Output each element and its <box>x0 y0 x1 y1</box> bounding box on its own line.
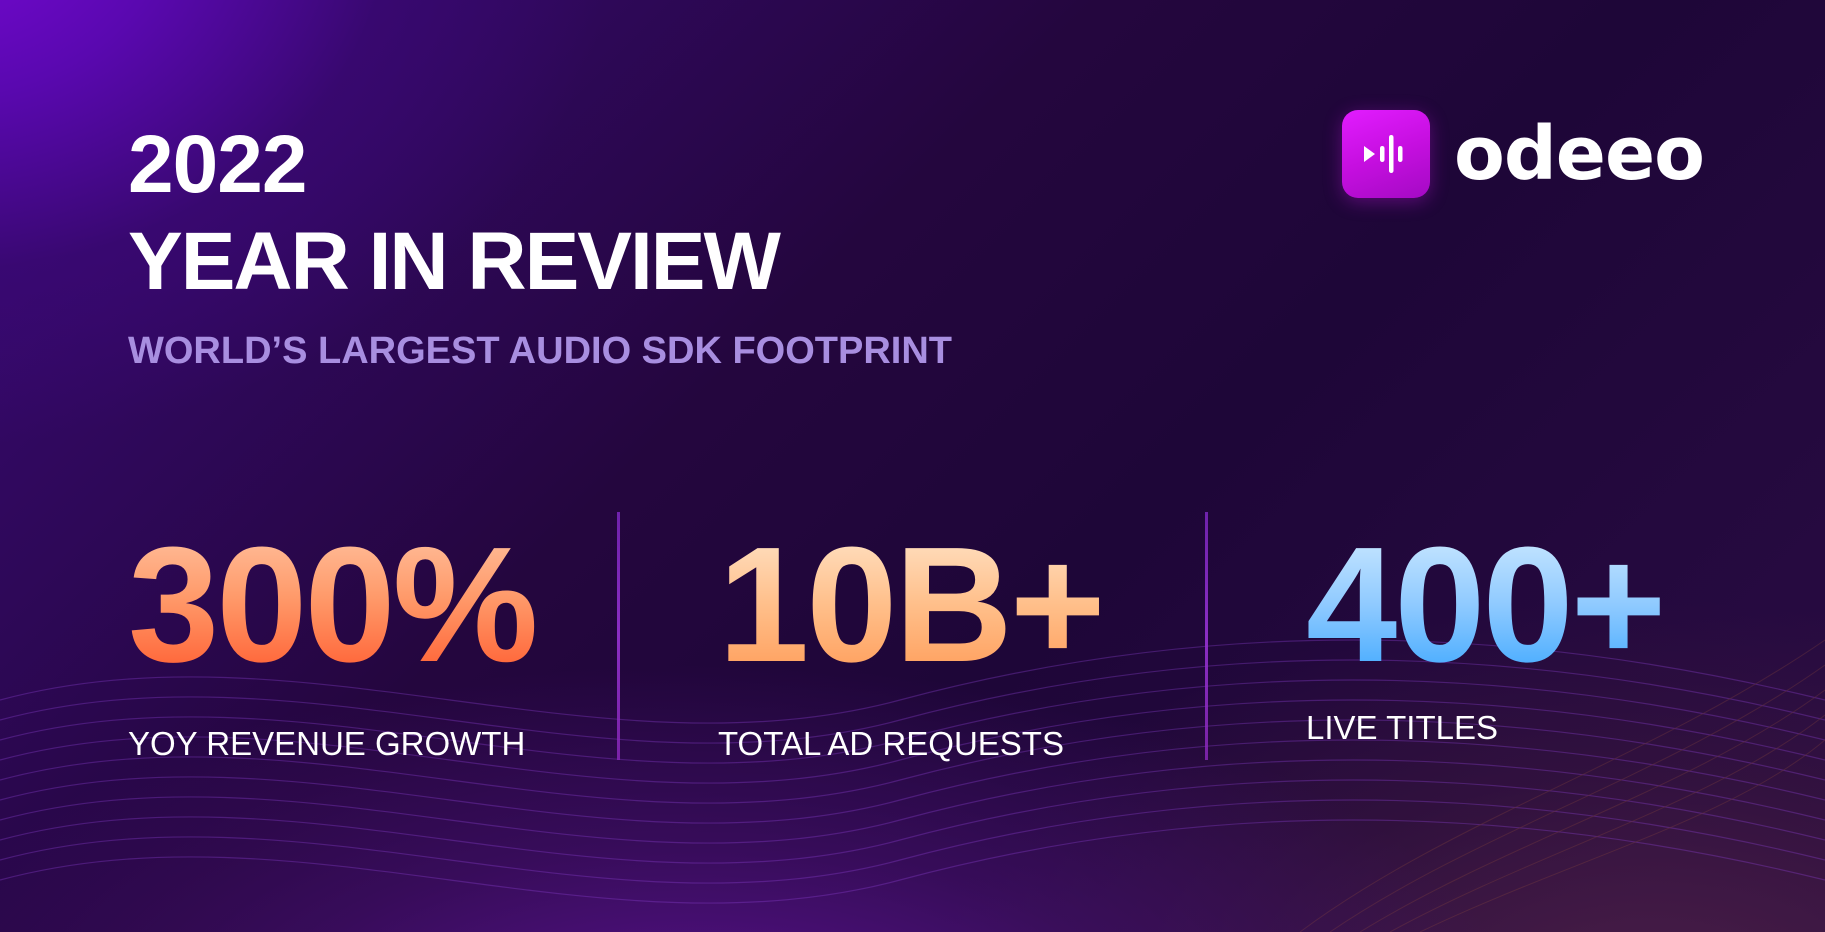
stat-divider <box>1205 512 1208 760</box>
logo-wordmark: odeeo <box>1454 111 1705 197</box>
stat-label: LIVE TITLES <box>1306 709 1498 746</box>
heading-block: 2022 YEAR IN REVIEW WORLD’S LARGEST AUDI… <box>128 118 952 373</box>
stat-value: 10B+ <box>718 513 1106 696</box>
stat-divider <box>617 512 620 760</box>
page-subtitle: WORLD’S LARGEST AUDIO SDK FOOTPRINT <box>128 330 953 372</box>
stat-label: YOY REVENUE GROWTH <box>128 725 526 762</box>
odeeo-logo: odeeo <box>1342 110 1705 198</box>
stat-ad-requests: 10B+ TOTAL AD REQUESTS <box>718 513 1106 763</box>
stat-revenue-growth: 300% YOY REVENUE GROWTH <box>128 513 538 763</box>
stat-label: TOTAL AD REQUESTS <box>718 725 1064 762</box>
stat-value: 400+ <box>1306 513 1666 696</box>
stat-live-titles: 400+ LIVE TITLES <box>1306 513 1666 747</box>
page-title: YEAR IN REVIEW <box>128 216 781 307</box>
audio-play-waveform-icon <box>1342 110 1430 198</box>
stat-value: 300% <box>128 513 538 696</box>
year-heading: 2022 <box>128 119 307 210</box>
